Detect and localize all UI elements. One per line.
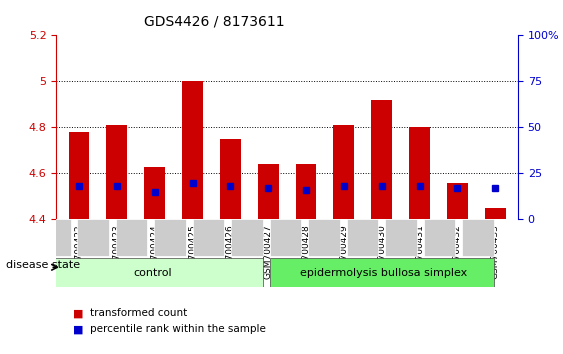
Bar (333, 125, 354, 219)
FancyBboxPatch shape (270, 219, 301, 256)
Text: ■: ■ (73, 308, 84, 318)
Text: GDS4426 / 8173611: GDS4426 / 8173611 (144, 14, 284, 28)
Text: percentile rank within the sample: percentile rank within the sample (90, 324, 266, 334)
Bar (258, 164, 279, 219)
Text: epidermolysis bullosa simplex: epidermolysis bullosa simplex (300, 268, 467, 278)
Bar (144, 167, 165, 219)
FancyBboxPatch shape (193, 219, 225, 256)
Bar (220, 139, 241, 219)
Bar (485, 208, 506, 219)
Text: control: control (133, 268, 172, 278)
FancyBboxPatch shape (154, 219, 186, 256)
Bar (447, 183, 468, 219)
FancyBboxPatch shape (39, 219, 70, 256)
FancyBboxPatch shape (116, 219, 148, 256)
Bar (69, 132, 90, 219)
FancyBboxPatch shape (39, 258, 263, 287)
FancyBboxPatch shape (385, 219, 417, 256)
FancyBboxPatch shape (78, 219, 109, 256)
FancyBboxPatch shape (347, 219, 378, 256)
Text: disease state: disease state (6, 261, 80, 270)
Text: ■: ■ (73, 324, 84, 334)
FancyBboxPatch shape (309, 219, 340, 256)
Bar (409, 127, 430, 219)
Bar (372, 100, 392, 219)
Bar (106, 125, 127, 219)
FancyBboxPatch shape (231, 219, 263, 256)
FancyBboxPatch shape (462, 219, 494, 256)
Bar (296, 164, 316, 219)
Bar (182, 81, 203, 219)
FancyBboxPatch shape (270, 258, 494, 287)
Text: transformed count: transformed count (90, 308, 187, 318)
FancyBboxPatch shape (424, 219, 455, 256)
